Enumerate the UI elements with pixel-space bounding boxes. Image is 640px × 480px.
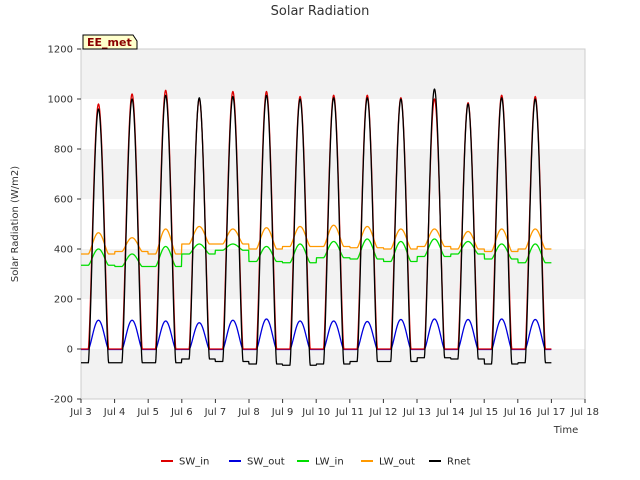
legend-item: SW_out [229, 457, 285, 468]
x-tick-label: Jul 8 [237, 407, 260, 418]
legend-label: Rnet [447, 457, 470, 468]
grid-band [81, 49, 585, 99]
legend-item: SW_in [161, 457, 209, 468]
y-tick-label: 1000 [48, 95, 73, 106]
legend-label: LW_in [315, 457, 344, 468]
grid-band [81, 249, 585, 299]
y-axis-ticks: -200 0 200 400 600 800 1000 1200 [48, 45, 81, 406]
x-tick-label: Jul 6 [170, 407, 193, 418]
y-tick-label: 1200 [48, 45, 73, 56]
x-tick-label: Jul 16 [503, 407, 532, 418]
x-tick-label: Jul 13 [402, 407, 431, 418]
y-tick-label: 400 [54, 245, 73, 256]
series-layer [80, 88, 552, 366]
badge: EE_met [82, 34, 138, 50]
x-axis-title: Time [553, 425, 578, 436]
badge-box [82, 34, 138, 50]
x-tick-label: Jul 17 [536, 407, 565, 418]
legend: SW_in SW_out LW_in LW_out Rnet [161, 457, 470, 468]
x-tick-label: Jul 12 [368, 407, 397, 418]
x-tick-label: Jul 7 [204, 407, 227, 418]
chart-title: Solar Radiation [271, 4, 370, 19]
grid-band [81, 199, 585, 249]
legend-item: LW_out [361, 457, 415, 468]
series-line-rnet [80, 88, 552, 366]
x-tick-label: Jul 18 [570, 407, 599, 418]
grid-band [81, 99, 585, 149]
y-tick-label: 800 [54, 145, 73, 156]
y-tick-label: 600 [54, 195, 73, 206]
legend-item: LW_in [297, 457, 344, 468]
grid-band [81, 349, 585, 399]
x-tick-label: Jul 14 [436, 407, 465, 418]
legend-label: LW_out [379, 457, 415, 468]
x-tick-label: Jul 5 [136, 407, 159, 418]
badge-label: EE_met [87, 36, 132, 49]
y-tick-label: -200 [50, 395, 73, 406]
x-tick-label: Jul 9 [271, 407, 294, 418]
y-tick-label: 200 [54, 295, 73, 306]
legend-label: SW_in [179, 457, 209, 468]
background-bands [81, 49, 585, 399]
plot-border [80, 48, 586, 400]
y-axis-title: Solar Radiation (W/m2) [10, 166, 21, 282]
legend-item: Rnet [429, 457, 470, 468]
grid-band [81, 149, 585, 199]
x-tick-label: Jul 15 [469, 407, 498, 418]
x-tick-label: Jul 10 [301, 407, 330, 418]
x-tick-label: Jul 4 [103, 407, 126, 418]
x-tick-label: Jul 11 [335, 407, 364, 418]
y-tick-label: 0 [67, 345, 73, 356]
x-tick-label: Jul 3 [69, 407, 92, 418]
plot-frame [80, 48, 586, 400]
x-axis-ticks: Jul 3 Jul 4 Jul 5 Jul 6 Jul 7 Jul 8 Jul 9 Jul 1… [69, 399, 599, 418]
legend-label: SW_out [247, 457, 285, 468]
grid-band [81, 299, 585, 349]
